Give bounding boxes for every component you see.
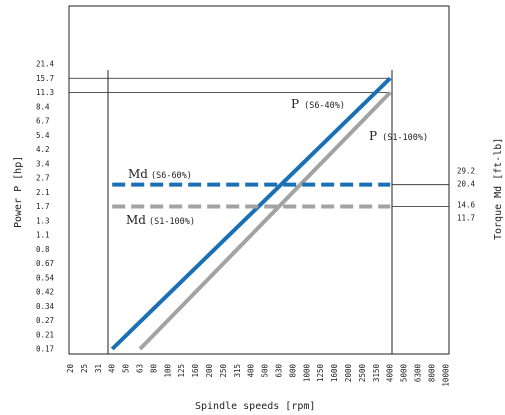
- x-tick-label: 630: [275, 364, 284, 378]
- y-tick-label: 0.21: [36, 330, 54, 339]
- x-tick-label: 500: [261, 364, 270, 378]
- right-tick-label: 14.6: [457, 201, 476, 210]
- x-tick-label: 1000: [302, 364, 311, 383]
- y-axis-label-left: Power P [hp]: [13, 156, 24, 228]
- y-tick-label: 2.1: [36, 188, 50, 197]
- x-tick-label: 2500: [358, 364, 367, 383]
- x-tick-label: 125: [177, 364, 186, 378]
- y-tick-label: 21.4: [36, 60, 55, 69]
- x-tick-label: 250: [219, 364, 228, 378]
- x-tick-label: 50: [122, 364, 131, 374]
- y-tick-label: 0.67: [36, 259, 54, 268]
- y-tick-label: 1.7: [36, 202, 50, 211]
- x-tick-label: 5000: [400, 364, 409, 383]
- y-tick-label: 1.1: [36, 231, 50, 240]
- right-tick-label: 11.7: [457, 214, 475, 223]
- x-tick-label: 200: [205, 364, 214, 378]
- x-tick-label: 40: [108, 364, 117, 374]
- y-tick-label: 0.42: [36, 288, 54, 297]
- x-tick-label: 2000: [344, 364, 353, 383]
- y-tick-label: 0.34: [36, 302, 55, 311]
- y-tick-label: 15.7: [36, 74, 54, 83]
- annotation-md-s6: Md (S6-60%): [128, 167, 192, 181]
- y-tick-label: 3.4: [36, 159, 50, 168]
- y-tick-label: 6.7: [36, 117, 50, 126]
- annotation-p-s1: P (S1-100%): [369, 129, 428, 143]
- y-tick-label: 5.4: [36, 131, 50, 140]
- y-tick-label: 1.3: [36, 216, 50, 225]
- y-tick-label: 2.7: [36, 174, 50, 183]
- x-tick-label: 160: [191, 364, 200, 378]
- x-tick-label: 800: [288, 364, 297, 378]
- y-tick-label: 0.54: [36, 273, 55, 282]
- annotation-md-s1: Md (S1-100%): [126, 213, 195, 227]
- annotation-p-s6: P (S6-40%): [291, 97, 345, 111]
- x-tick-label: 4000: [386, 364, 395, 383]
- x-tick-label: 400: [247, 364, 256, 378]
- x-tick-label: 3150: [372, 364, 381, 383]
- right-tick-label: 20.4: [457, 180, 476, 189]
- x-tick-label: 8000: [427, 364, 436, 383]
- y-tick-label: 4.2: [36, 145, 50, 154]
- x-tick-label: 10000: [441, 364, 450, 387]
- x-tick-label: 63: [136, 364, 145, 373]
- y-tick-label: 11.3: [36, 88, 54, 97]
- series-line: [110, 76, 392, 351]
- y-axis-label-right: Torque Md [ft-lb]: [493, 138, 504, 240]
- y-tick-label: 0.27: [36, 316, 54, 325]
- x-axis-label: Spindle speeds [rpm]: [195, 401, 315, 412]
- x-tick-label: 6300: [414, 364, 423, 383]
- plot-frame: [68, 5, 450, 355]
- x-tick-label: 31: [94, 364, 103, 373]
- right-tick-label: 29.2: [457, 167, 475, 176]
- y-tick-label: 8.4: [36, 102, 50, 111]
- y-tick-label: 0.8: [36, 245, 50, 254]
- x-tick-label: 1250: [316, 364, 325, 383]
- x-tick-label: 1600: [330, 364, 339, 383]
- x-tick-label: 25: [80, 364, 89, 373]
- y-tick-label: 0.17: [36, 345, 54, 354]
- x-tick-label: 80: [149, 364, 158, 374]
- x-tick-label: 315: [233, 364, 242, 378]
- x-tick-label: 100: [163, 364, 172, 378]
- x-tick-label: 20: [66, 364, 75, 374]
- series-line: [138, 91, 392, 351]
